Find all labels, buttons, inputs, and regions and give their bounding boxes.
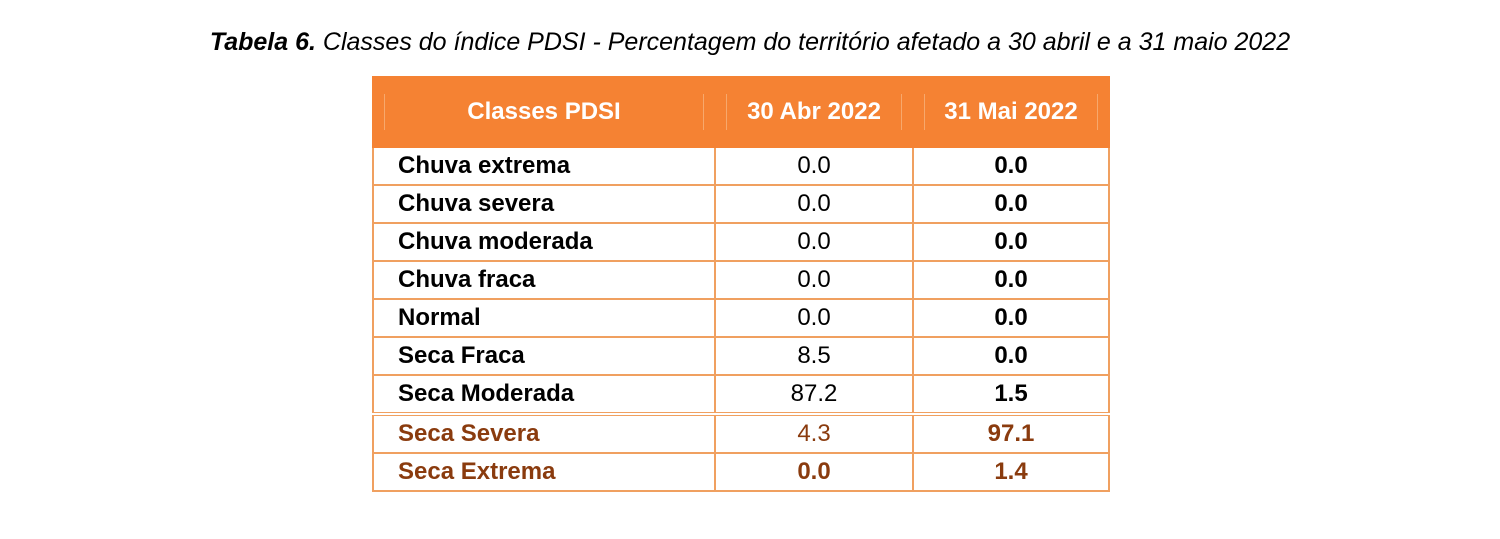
row-value-abr: 0.0	[714, 452, 914, 492]
table-row-highlighted: Seca Extrema 0.0 1.4	[372, 452, 1110, 492]
row-value-mai: 0.0	[912, 260, 1110, 300]
row-class: Seca Extrema	[372, 452, 716, 492]
caption-label: Tabela 6.	[209, 28, 316, 56]
row-class: Chuva moderada	[372, 222, 716, 262]
table-row: Chuva fraca 0.0 0.0	[372, 260, 1110, 300]
row-value-abr: 0.0	[714, 260, 914, 300]
header-classes: Classes PDSI	[372, 76, 716, 148]
table-row: Seca Moderada 87.2 1.5	[372, 374, 1110, 415]
pdsi-table: Classes PDSI 30 Abr 2022 31 Mai 2022 Chu…	[372, 76, 1110, 492]
row-class: Chuva severa	[372, 184, 716, 224]
row-class: Seca Fraca	[372, 336, 716, 376]
row-value-abr: 8.5	[714, 336, 914, 376]
row-value-abr: 0.0	[714, 146, 914, 186]
row-value-abr: 4.3	[714, 412, 914, 454]
row-class: Normal	[372, 298, 716, 338]
row-value-abr: 0.0	[714, 222, 914, 262]
row-value-mai: 0.0	[912, 146, 1110, 186]
header-31-mai: 31 Mai 2022	[912, 76, 1110, 148]
row-class: Chuva extrema	[372, 146, 716, 186]
row-class: Seca Moderada	[372, 374, 716, 415]
row-value-mai: 1.4	[912, 452, 1110, 492]
caption-text: Classes do índice PDSI - Percentagem do …	[315, 28, 1291, 56]
row-value-mai: 0.0	[912, 336, 1110, 376]
header-30-abr: 30 Abr 2022	[714, 76, 914, 148]
row-value-mai: 1.5	[912, 374, 1110, 415]
row-class: Seca Severa	[372, 412, 716, 454]
table-caption: Tabela 6. Classes do índice PDSI - Perce…	[0, 24, 1500, 60]
table-row: Chuva extrema 0.0 0.0	[372, 146, 1110, 186]
table-row: Chuva moderada 0.0 0.0	[372, 222, 1110, 262]
row-value-mai: 97.1	[912, 412, 1110, 454]
row-class: Chuva fraca	[372, 260, 716, 300]
table-row-highlighted: Seca Severa 4.3 97.1	[372, 412, 1110, 454]
table-row: Seca Fraca 8.5 0.0	[372, 336, 1110, 376]
table-row: Chuva severa 0.0 0.0	[372, 184, 1110, 224]
table-row: Normal 0.0 0.0	[372, 298, 1110, 338]
row-value-abr: 0.0	[714, 184, 914, 224]
row-value-mai: 0.0	[912, 184, 1110, 224]
row-value-abr: 87.2	[714, 374, 914, 415]
row-value-mai: 0.0	[912, 222, 1110, 262]
row-value-abr: 0.0	[714, 298, 914, 338]
table-header-row: Classes PDSI 30 Abr 2022 31 Mai 2022	[372, 76, 1110, 148]
row-value-mai: 0.0	[912, 298, 1110, 338]
